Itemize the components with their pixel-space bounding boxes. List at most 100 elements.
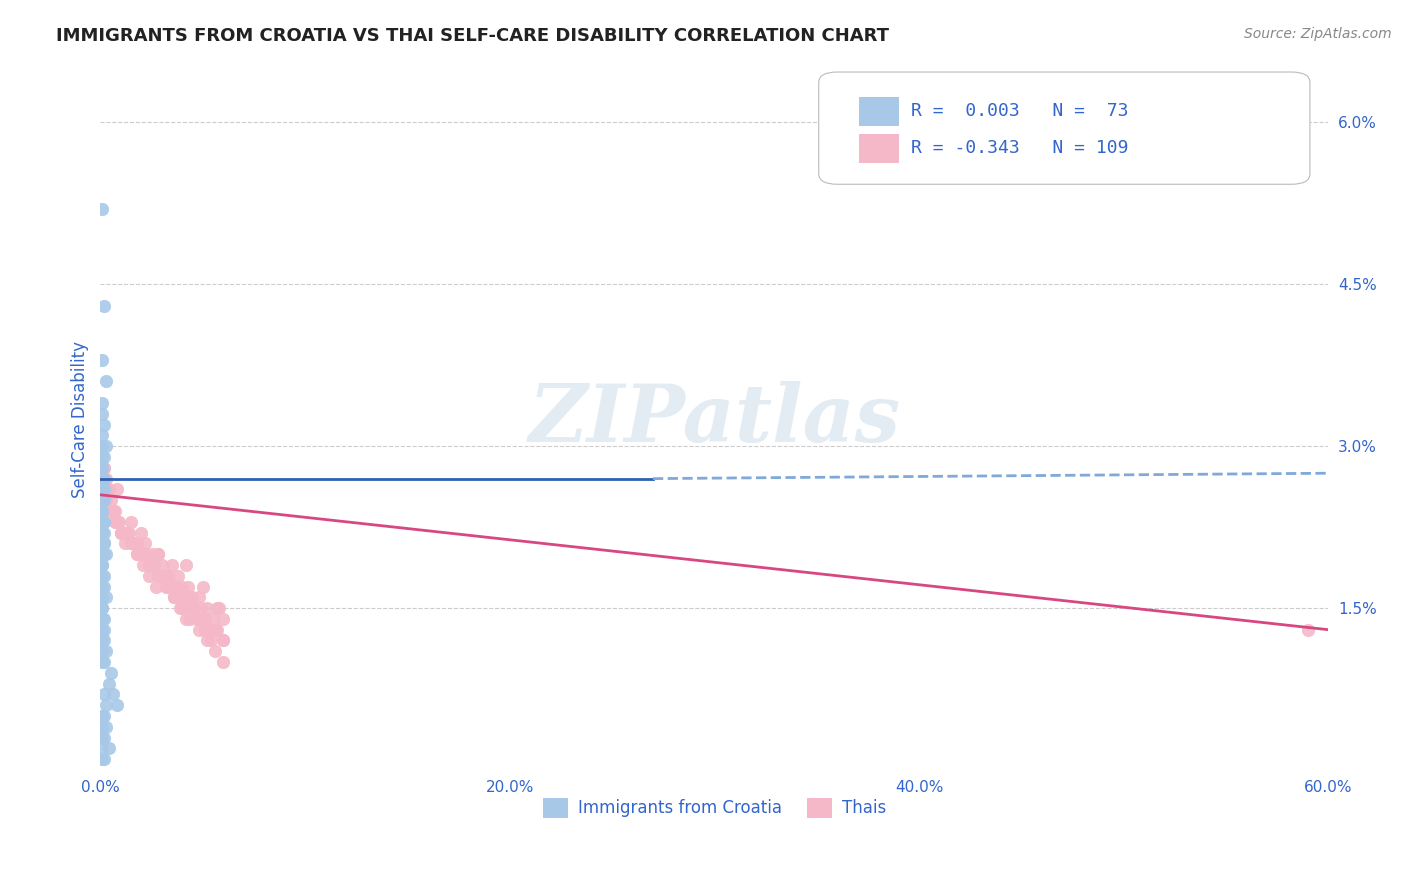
Point (201, 623, 224, 637)
Point (91, 202, 114, 216)
Point (114, 525, 136, 540)
Point (212, 633, 235, 648)
Point (172, 601, 194, 615)
Point (91, 612, 114, 626)
Point (96, 591, 118, 605)
Point (120, 515, 142, 529)
Point (150, 568, 173, 582)
Point (93, 688, 115, 702)
Point (91, 655, 114, 669)
Point (110, 525, 132, 540)
Point (194, 623, 217, 637)
Point (93, 731, 115, 745)
Point (132, 558, 155, 572)
Point (93, 483, 115, 497)
Point (163, 580, 186, 594)
Point (96, 698, 118, 713)
Point (1296, 623, 1319, 637)
Point (146, 547, 169, 561)
Point (93, 709, 115, 723)
Point (201, 612, 224, 626)
Point (110, 525, 132, 540)
Point (181, 601, 204, 615)
Point (91, 504, 114, 518)
Legend: Immigrants from Croatia, Thais: Immigrants from Croatia, Thais (536, 791, 893, 825)
Point (91, 428, 114, 442)
Point (165, 580, 187, 594)
Point (91, 601, 114, 615)
Point (204, 644, 226, 658)
Text: R =  0.003   N =  73: R = 0.003 N = 73 (911, 103, 1129, 120)
Point (91, 396, 114, 410)
Point (195, 633, 218, 648)
Point (114, 536, 136, 550)
Point (96, 472, 118, 486)
Point (97, 483, 120, 497)
Point (152, 568, 174, 582)
Point (93, 525, 115, 540)
Point (141, 558, 163, 572)
Point (91, 483, 114, 497)
Point (93, 623, 115, 637)
Point (93, 536, 115, 550)
FancyBboxPatch shape (859, 96, 898, 126)
Point (122, 536, 145, 550)
Text: Source: ZipAtlas.com: Source: ZipAtlas.com (1244, 27, 1392, 41)
Point (127, 547, 149, 561)
Point (146, 547, 169, 561)
Point (115, 525, 138, 540)
Point (194, 612, 217, 626)
Point (91, 460, 114, 475)
Point (91, 525, 114, 540)
Point (138, 558, 160, 572)
Point (91, 547, 114, 561)
Point (91, 731, 114, 745)
Text: IMMIGRANTS FROM CROATIA VS THAI SELF-CARE DISABILITY CORRELATION CHART: IMMIGRANTS FROM CROATIA VS THAI SELF-CAR… (56, 27, 889, 45)
Point (118, 525, 141, 540)
Point (105, 515, 128, 529)
Point (91, 558, 114, 572)
Point (93, 472, 115, 486)
Point (155, 568, 177, 582)
Point (91, 493, 114, 508)
Point (205, 601, 228, 615)
Y-axis label: Self-Care Disability: Self-Care Disability (72, 341, 89, 498)
Point (100, 665, 122, 680)
Point (91, 515, 114, 529)
Point (93, 568, 115, 582)
Point (150, 558, 173, 572)
Point (100, 504, 122, 518)
Point (134, 536, 156, 550)
Point (205, 623, 228, 637)
Point (91, 439, 114, 453)
Point (91, 644, 114, 658)
Point (91, 568, 114, 582)
Point (150, 568, 173, 582)
FancyBboxPatch shape (859, 134, 898, 163)
Point (91, 515, 114, 529)
Point (114, 525, 136, 540)
Point (212, 612, 235, 626)
Point (91, 731, 114, 745)
Point (167, 568, 190, 582)
Point (141, 558, 163, 572)
Point (127, 536, 149, 550)
Point (187, 591, 209, 605)
Point (91, 623, 114, 637)
Point (176, 612, 198, 626)
Point (176, 558, 198, 572)
Point (93, 450, 115, 464)
Point (91, 352, 114, 367)
Point (91, 493, 114, 508)
Point (127, 547, 149, 561)
Point (101, 688, 124, 702)
Point (107, 515, 129, 529)
Point (204, 623, 226, 637)
Point (105, 698, 128, 713)
Point (201, 623, 224, 637)
Point (128, 547, 150, 561)
Point (129, 525, 152, 540)
Point (183, 601, 205, 615)
Point (91, 472, 114, 486)
Point (91, 536, 114, 550)
